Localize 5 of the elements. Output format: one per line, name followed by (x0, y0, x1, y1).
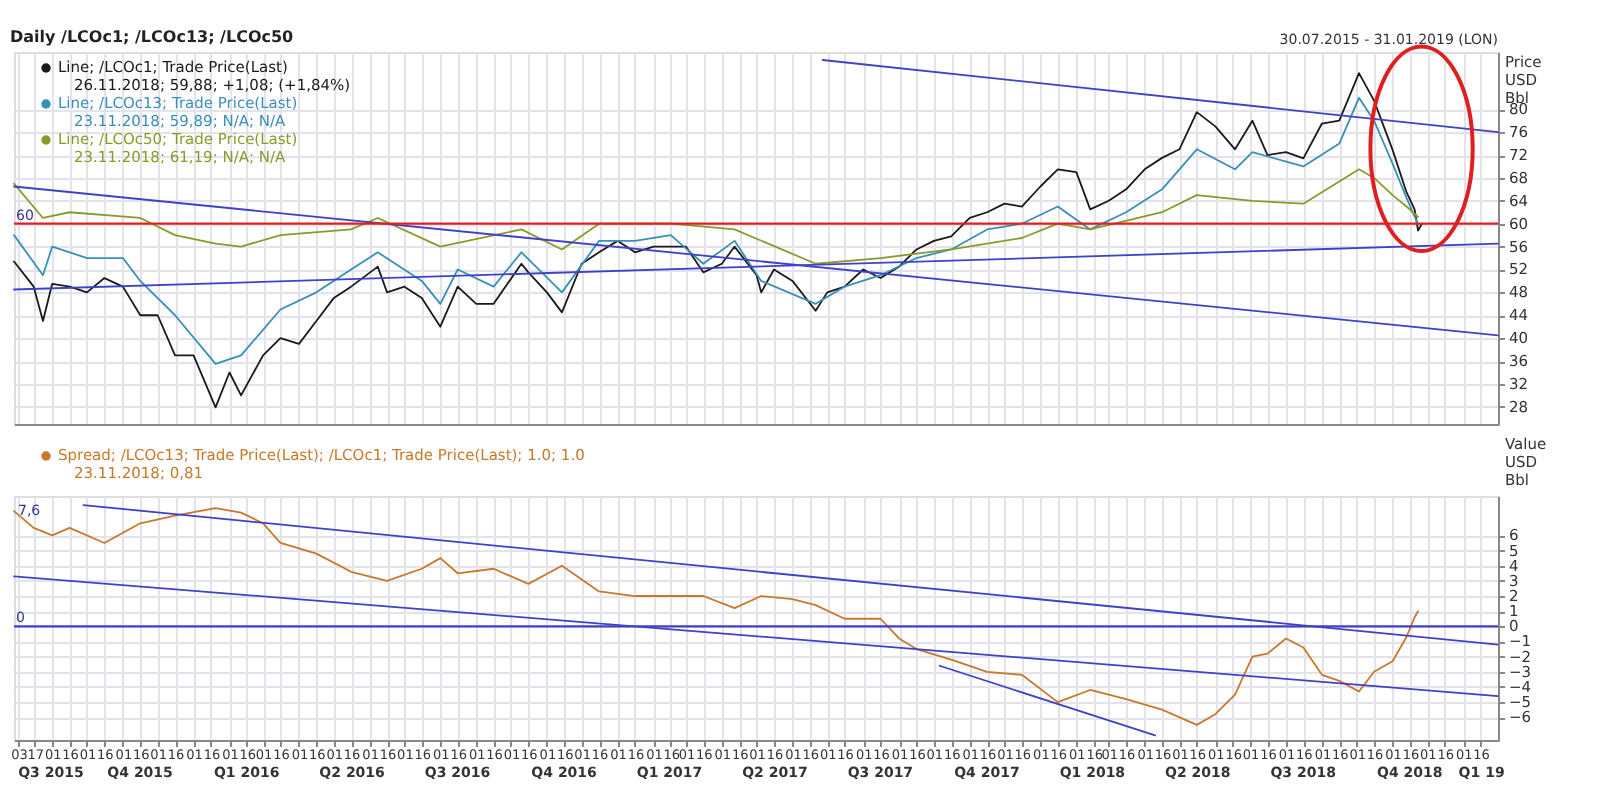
line-series (13, 168, 1419, 265)
line-series (13, 96, 1419, 365)
line-series (13, 72, 1423, 409)
line-series (13, 507, 1419, 726)
chart-title: Daily /LCOc1; /LCOc13; /LCOc50 (10, 28, 295, 46)
